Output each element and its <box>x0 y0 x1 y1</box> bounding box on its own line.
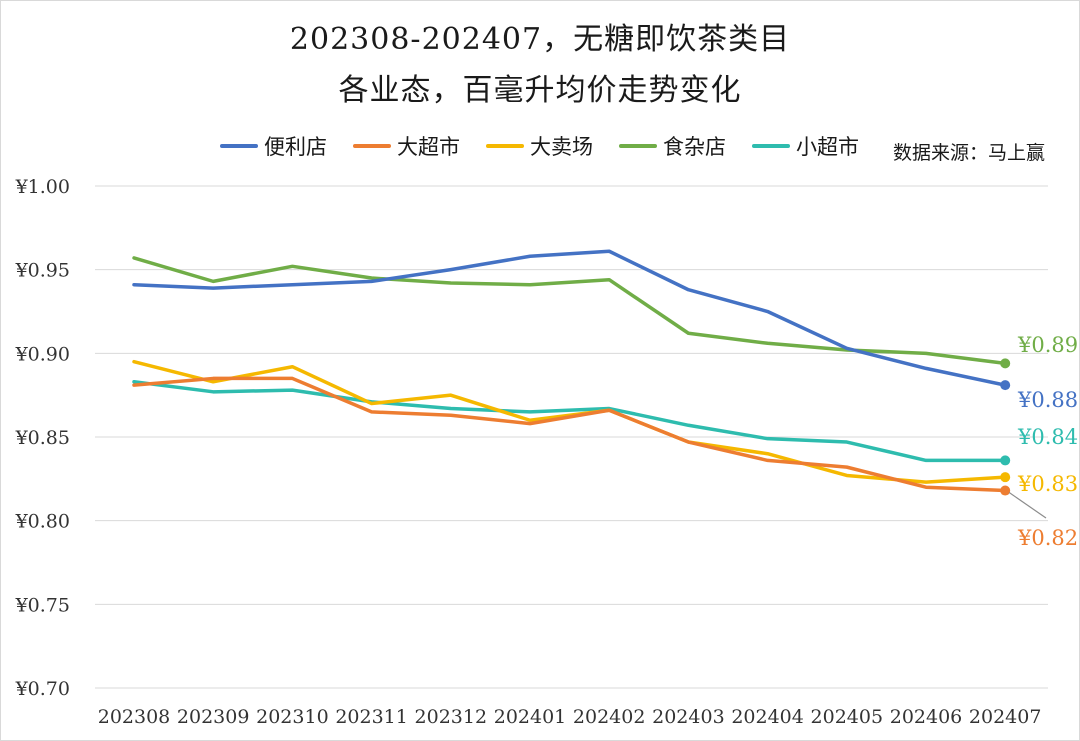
chart-legend: 便利店 大超市 大卖场 食杂店 小超市 <box>220 131 885 161</box>
legend-item-grocery: 食杂店 <box>619 131 726 161</box>
x-tick-label: 202309 <box>177 706 250 728</box>
series-end-marker <box>1000 485 1011 496</box>
legend-swatch <box>220 144 258 148</box>
series-end-label: ¥0.82 <box>1017 526 1078 550</box>
label-leader-line <box>1008 492 1047 519</box>
x-tick-label: 202312 <box>415 706 488 728</box>
legend-label: 便利店 <box>264 135 327 159</box>
legend-item-hypermarket: 大超市 <box>353 131 460 161</box>
series-end-label: ¥0.88 <box>1017 388 1078 412</box>
x-tick-label: 202404 <box>731 706 804 728</box>
series-line <box>132 249 1007 387</box>
chart-title-line2: 各业态，百毫升均价走势变化 <box>338 73 742 108</box>
series-end-label: ¥0.84 <box>1017 425 1078 449</box>
x-tick-label: 202403 <box>652 706 725 728</box>
x-tick-label: 202308 <box>98 706 171 728</box>
chart-title-line1: 202308-202407，无糖即饮茶类目 <box>289 22 791 57</box>
legend-item-small-supermarket: 小超市 <box>752 131 859 161</box>
y-tick-label: ¥0.80 <box>15 511 70 533</box>
series-end-marker <box>1000 455 1011 466</box>
y-tick-label: ¥0.90 <box>15 343 70 365</box>
series-end-marker <box>1000 380 1011 391</box>
x-tick-label: 202407 <box>969 706 1042 728</box>
legend-label: 食杂店 <box>663 135 726 159</box>
legend-item-mass-retailer: 大卖场 <box>486 131 593 161</box>
series-line <box>132 256 1007 366</box>
x-tick-label: 202311 <box>335 706 408 728</box>
series-end-label: ¥0.89 <box>1017 333 1078 357</box>
y-tick-label: ¥0.75 <box>15 594 70 616</box>
x-tick-label: 202401 <box>494 706 567 728</box>
series-end-label: ¥0.83 <box>1017 472 1078 496</box>
legend-item-convenience: 便利店 <box>220 131 327 161</box>
legend-label: 大超市 <box>397 135 460 159</box>
data-source-note: 数据来源：马上赢 <box>893 142 1046 164</box>
x-tick-label: 202406 <box>890 706 963 728</box>
y-tick-label: ¥1.00 <box>15 176 70 198</box>
y-tick-label: ¥0.95 <box>15 260 70 282</box>
legend-swatch <box>752 144 790 148</box>
series-end-marker <box>1000 358 1011 369</box>
x-tick-label: 202402 <box>573 706 646 728</box>
y-tick-label: ¥0.85 <box>15 427 70 449</box>
legend-label: 大卖场 <box>530 135 593 159</box>
legend-label: 小超市 <box>796 135 859 159</box>
x-tick-label: 202405 <box>811 706 884 728</box>
series-end-marker <box>1000 472 1011 483</box>
series-line <box>132 376 1007 493</box>
series-line <box>132 380 1007 463</box>
x-tick-label: 202310 <box>256 706 329 728</box>
legend-swatch <box>353 144 391 148</box>
y-tick-label: ¥0.70 <box>15 678 70 700</box>
legend-swatch <box>486 144 524 148</box>
legend-swatch <box>619 144 657 148</box>
